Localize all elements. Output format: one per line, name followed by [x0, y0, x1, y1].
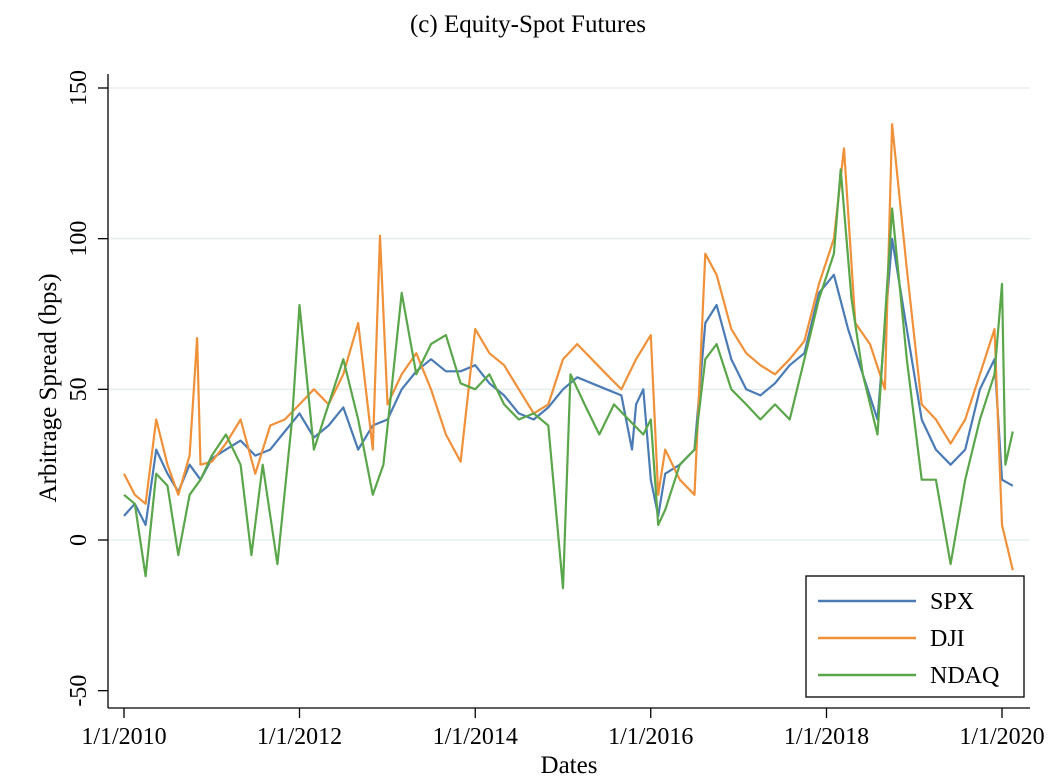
- gridlines: [108, 87, 1030, 541]
- series-line-dji: [123, 123, 1014, 571]
- x-tick-label: 1/1/2014: [433, 724, 518, 750]
- chart-title: (c) Equity-Spot Futures: [410, 11, 646, 38]
- x-axis-label: Dates: [541, 752, 598, 779]
- y-tick-label: -50: [66, 675, 92, 707]
- y-tick-label: 100: [66, 221, 92, 257]
- legend-label-ndaq: NDAQ: [930, 663, 999, 689]
- x-tick-label: 1/1/2020: [959, 724, 1044, 750]
- series-line-ndaq: [123, 168, 1014, 590]
- x-tick-label: 1/1/2012: [257, 724, 342, 750]
- axes: -50 0 50 100 150 1/1/2010 1/1/2012 1/1/2014 1/1/…: [66, 70, 1045, 750]
- x-tick-label: 1/1/2010: [81, 724, 166, 750]
- series-lines: [123, 123, 1014, 590]
- series-line-spx: [123, 237, 1014, 526]
- legend-label-dji: DJI: [930, 626, 965, 652]
- y-axis-label: Arbitrage Spread (bps): [35, 273, 62, 502]
- x-tick-label: 1/1/2018: [784, 724, 869, 750]
- y-tick-label: 50: [66, 377, 92, 401]
- y-tick-label: 0: [66, 534, 92, 546]
- legend: SPX DJI NDAQ: [805, 575, 1025, 698]
- x-tick-label: 1/1/2016: [608, 724, 693, 750]
- legend-box: [805, 575, 1025, 698]
- legend-label-spx: SPX: [930, 589, 974, 615]
- y-tick-label: 150: [66, 70, 92, 106]
